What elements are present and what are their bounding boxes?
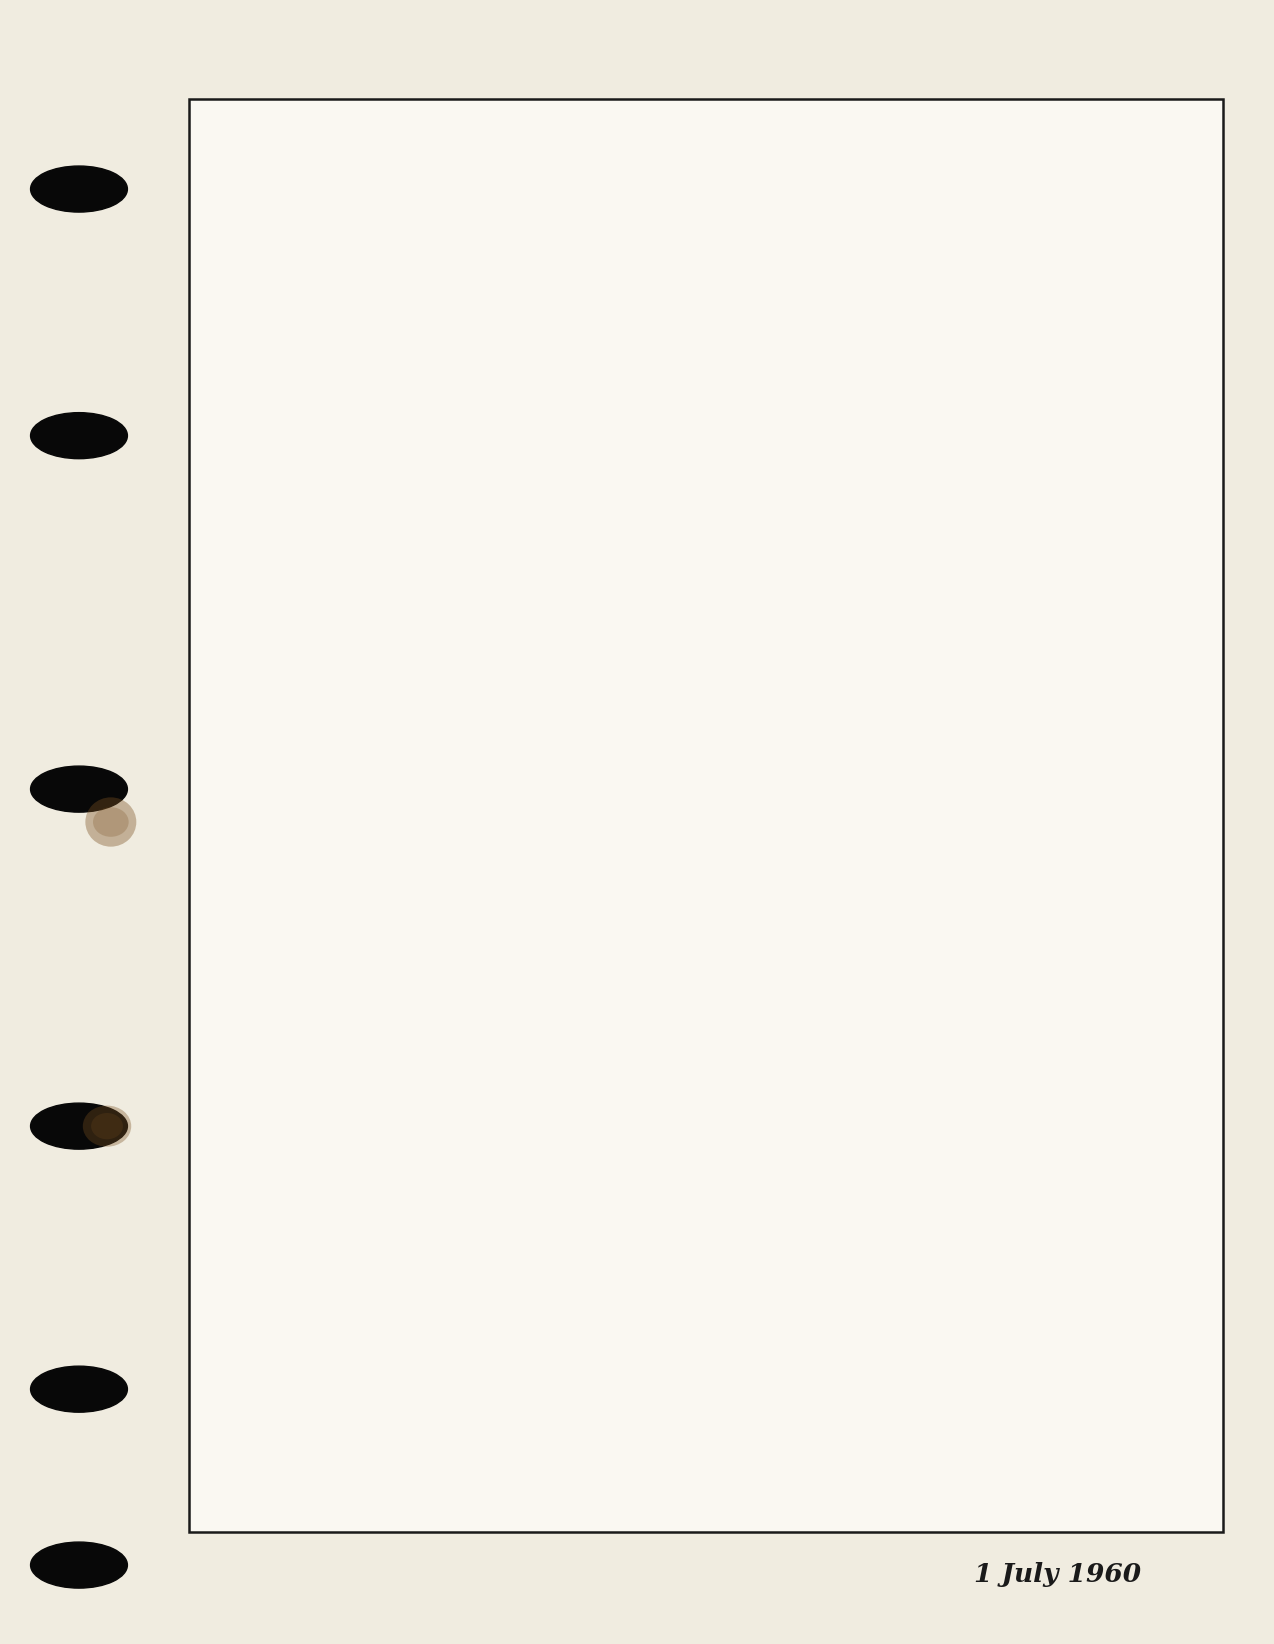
- Text: 1680-376-2234: 1680-376-2234: [781, 804, 930, 822]
- Text: FEDERAL STOCK NO.: FEDERAL STOCK NO.: [729, 603, 984, 623]
- Text: 1680-376-2326: 1680-376-2326: [781, 939, 930, 957]
- Text: MODEL NO.: MODEL NO.: [340, 603, 482, 623]
- Text: M-2975: M-2975: [373, 669, 448, 687]
- Text: Overhaul Instructions: Overhaul Instructions: [498, 345, 913, 381]
- Text: DATED 1 DECEMBER 1955: DATED 1 DECEMBER 1955: [600, 1228, 812, 1243]
- Text: AND THE CHIEF OF THE BUREAU OF NAVAL WEAPONS: AND THE CHIEF OF THE BUREAU OF NAVAL WEA…: [485, 1358, 926, 1371]
- Text: 1680-093-8612: 1680-093-8612: [781, 669, 930, 687]
- Text: LINEAR  ACTUATOR: LINEAR ACTUATOR: [442, 488, 970, 534]
- Text: Handbook: Handbook: [598, 268, 814, 309]
- Text: THIS PUBLICATION SUPERSEDES AN 03-5CH-105: THIS PUBLICATION SUPERSEDES AN 03-5CH-10…: [507, 1190, 905, 1205]
- Text: M-2975M5: M-2975M5: [357, 939, 465, 957]
- Text: 1680-303-6107: 1680-303-6107: [781, 1006, 930, 1024]
- Text: M-2975M4: M-2975M4: [357, 871, 465, 889]
- Text: (Electronic Communications, Inc.): (Electronic Communications, Inc.): [549, 1077, 862, 1095]
- Text: 1680-376-2325: 1680-376-2325: [781, 871, 930, 889]
- Text: M-2975M6: M-2975M6: [357, 1006, 465, 1024]
- Text: NAVWEPS: NAVWEPS: [804, 159, 896, 176]
- Text: 1 July 1960: 1 July 1960: [973, 1562, 1142, 1586]
- Text: M-2975M3: M-2975M3: [357, 804, 465, 822]
- Text: M-2975M2: M-2975M2: [357, 737, 465, 755]
- Text: AN-03-5CH-105: AN-03-5CH-105: [970, 159, 1111, 176]
- Text: PUBLISHED UNDER AUTHORITY OF THE SECRETARY OF THE AIR FORCE: PUBLISHED UNDER AUTHORITY OF THE SECRETA…: [412, 1320, 1000, 1333]
- Text: 1680-434-6693: 1680-434-6693: [781, 737, 931, 755]
